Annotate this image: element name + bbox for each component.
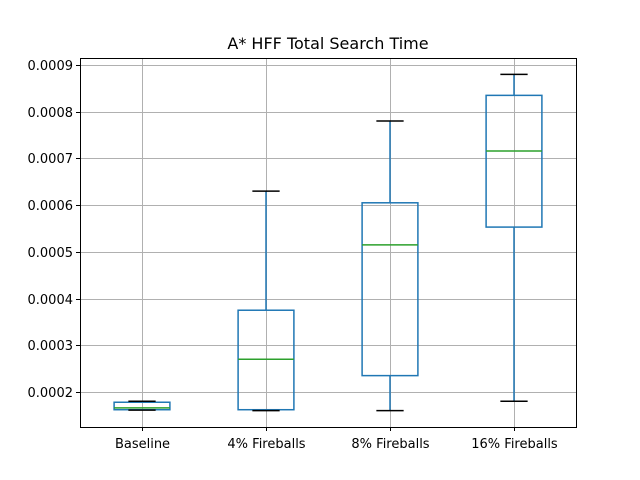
box-8-fireballs (361, 120, 419, 412)
y-tick-label: 0.0002 (28, 386, 74, 401)
grid-lines (80, 58, 576, 427)
box-series (113, 73, 543, 412)
y-tick-label: 0.0009 (28, 59, 74, 74)
y-tick-label: 0.0006 (28, 199, 74, 214)
y-tick-label: 0.0004 (28, 293, 74, 308)
y-tick-label: 0.0003 (28, 339, 74, 354)
y-axis: 0.0002 0.0003 0.0004 0.0005 0.0006 0.0007 0.00… (28, 59, 80, 401)
box-16-fireballs (485, 73, 543, 403)
box-iqr (361, 202, 419, 377)
x-tick-label: 8% Fireballs (351, 437, 429, 452)
chart-title: A* HFF Total Search Time (227, 34, 428, 53)
x-tick-label: 4% Fireballs (227, 437, 305, 452)
box-baseline (113, 400, 171, 411)
y-tick-label: 0.0007 (28, 152, 74, 167)
box-iqr (485, 94, 543, 228)
y-tick-label: 0.0008 (28, 106, 74, 121)
x-tick-label: Baseline (115, 437, 170, 452)
box-4-fireballs (237, 190, 295, 412)
y-tick-label: 0.0005 (28, 246, 74, 261)
plot-frame (80, 58, 577, 428)
x-axis: Baseline 4% Fireballs 8% Fireballs 16% Fire… (115, 427, 558, 452)
x-tick-label: 16% Fireballs (471, 437, 558, 452)
